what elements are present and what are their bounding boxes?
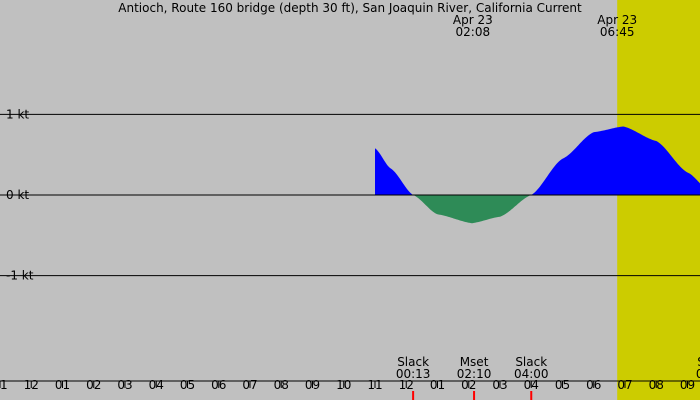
y-tick-label: -1 kt: [6, 269, 34, 283]
event-time: 09:49: [696, 367, 700, 381]
hour-tick-label: 09: [680, 378, 695, 392]
hour-tick-label: 06: [211, 378, 226, 392]
current-areas: [375, 126, 700, 224]
hour-tick-label: 05: [180, 378, 195, 392]
hour-tick-label: 12: [399, 378, 414, 392]
event-label: Mset: [460, 355, 489, 369]
hour-tick-label: 03: [492, 378, 507, 392]
hour-tick-label: 05: [555, 378, 570, 392]
bottom-events: Slack00:13Mset02:10Slack04:00Slack09:49M…: [396, 355, 700, 400]
hour-tick-label: 06: [586, 378, 601, 392]
hour-tick-label: 01: [430, 378, 445, 392]
flood-area: [532, 126, 700, 195]
annotation-date: Apr 23: [453, 13, 493, 27]
event-label: Slack: [515, 355, 547, 369]
event-time: 02:10: [457, 367, 492, 381]
hour-tick-label: 09: [305, 378, 320, 392]
event-label: Slack: [397, 355, 429, 369]
y-tick-labels: 1 kt 0 kt -1 kt: [6, 107, 34, 282]
ebb-area: [414, 195, 532, 224]
hour-tick-label: 01: [55, 378, 70, 392]
hour-tick-label: 02: [461, 378, 476, 392]
hour-tick-label: 08: [274, 378, 289, 392]
x-axis: 11 12 01 02 03 04 05 06 07 08 09 10 11 12 01 02 03 04 05 06…: [0, 378, 700, 392]
hour-tick-label: 07: [242, 378, 257, 392]
y-tick-label: 0 kt: [6, 188, 29, 202]
hour-tick-label: 11: [367, 378, 382, 392]
hour-tick-label: 07: [617, 378, 632, 392]
y-tick-label: 1 kt: [6, 107, 29, 121]
hour-tick-label: 12: [24, 378, 39, 392]
annotation-time: 06:45: [600, 25, 635, 39]
event-time: 00:13: [396, 367, 431, 381]
flood-area: [375, 148, 414, 195]
event-time: 04:00: [514, 367, 549, 381]
annotation-date: Apr 23: [597, 13, 637, 27]
hour-tick-label: 04: [149, 378, 164, 392]
daylight-band: [617, 0, 700, 400]
chart-title: Antioch, Route 160 bridge (depth 30 ft),…: [118, 1, 582, 15]
annotation-time: 02:08: [456, 25, 491, 39]
hour-tick-label: 03: [117, 378, 132, 392]
hour-tick-label: 02: [86, 378, 101, 392]
hour-tick-label: 11: [0, 378, 8, 392]
hour-tick-label: 04: [524, 378, 539, 392]
event-label: Slack: [697, 355, 700, 369]
hour-tick-label: 10: [336, 378, 351, 392]
hour-tick-label: 08: [649, 378, 664, 392]
y-gridlines: [0, 113, 700, 277]
